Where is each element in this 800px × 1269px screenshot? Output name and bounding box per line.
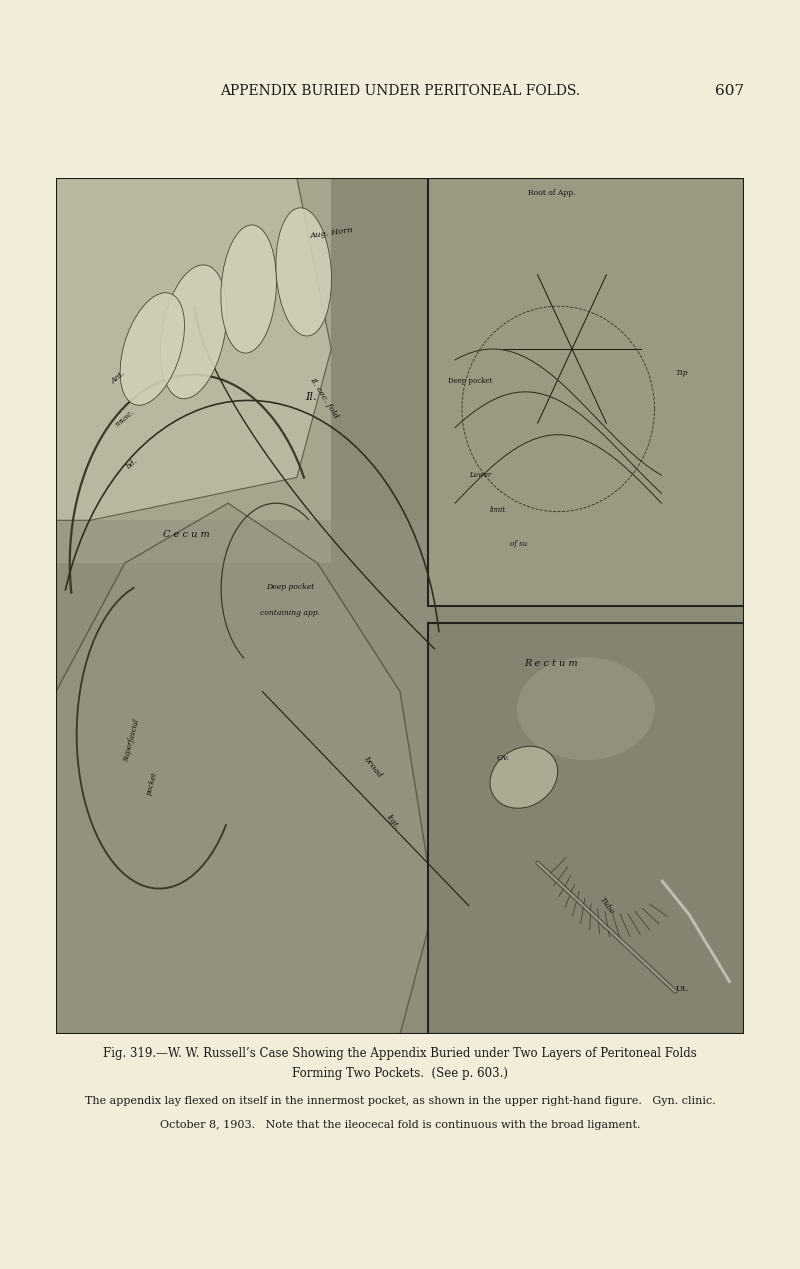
- Bar: [427, 178, 744, 605]
- Text: October 8, 1903.   Note that the ileocecal fold is continuous with the broad lig: October 8, 1903. Note that the ileocecal…: [160, 1121, 640, 1129]
- Text: containing app.: containing app.: [260, 609, 320, 617]
- Ellipse shape: [120, 293, 185, 405]
- Bar: [427, 623, 744, 1034]
- Text: Superfascial: Superfascial: [122, 717, 142, 763]
- Text: musc.: musc.: [114, 407, 136, 428]
- Ellipse shape: [276, 208, 331, 336]
- Text: Deep pocket: Deep pocket: [266, 582, 314, 591]
- Text: R e c t u m: R e c t u m: [525, 659, 578, 667]
- Text: Tube: Tube: [598, 896, 615, 916]
- Text: pocket: pocket: [146, 772, 159, 797]
- Text: Tip: Tip: [675, 369, 688, 377]
- Polygon shape: [56, 178, 331, 520]
- Text: limit: limit: [490, 506, 506, 514]
- Text: Deep pocket: Deep pocket: [448, 377, 493, 386]
- Text: Aug. Horn: Aug. Horn: [309, 226, 354, 240]
- Polygon shape: [56, 178, 331, 563]
- Text: Il. cec. fold: Il. cec. fold: [309, 376, 340, 420]
- Text: bd.: bd.: [125, 457, 139, 471]
- Text: 607: 607: [715, 84, 744, 99]
- Text: Fig. 319.—W. W. Russell’s Case Showing the Appendix Buried under Two Layers of P: Fig. 319.—W. W. Russell’s Case Showing t…: [103, 1047, 697, 1060]
- Text: Il.: Il.: [305, 392, 316, 402]
- Text: Lower: Lower: [469, 472, 491, 480]
- Text: Ut.: Ut.: [675, 986, 688, 994]
- Ellipse shape: [161, 265, 226, 398]
- Text: broad: broad: [362, 755, 383, 779]
- Text: Root of App.: Root of App.: [528, 189, 575, 197]
- Text: ligt.: ligt.: [385, 812, 402, 831]
- Text: C e c u m: C e c u m: [163, 530, 210, 539]
- Polygon shape: [56, 520, 434, 1034]
- Polygon shape: [56, 503, 434, 1034]
- Ellipse shape: [221, 225, 277, 353]
- Text: Ant.: Ant.: [110, 369, 126, 386]
- Polygon shape: [56, 178, 744, 1034]
- Text: APPENDIX BURIED UNDER PERITONEAL FOLDS.: APPENDIX BURIED UNDER PERITONEAL FOLDS.: [220, 84, 580, 99]
- Text: of su: of su: [510, 541, 527, 548]
- Text: Forming Two Pockets.  (See p. 603.): Forming Two Pockets. (See p. 603.): [292, 1067, 508, 1080]
- Ellipse shape: [517, 657, 654, 760]
- Ellipse shape: [490, 746, 558, 808]
- Text: The appendix lay flexed on itself in the innermost pocket, as shown in the upper: The appendix lay flexed on itself in the…: [85, 1095, 715, 1105]
- Text: Ov.: Ov.: [496, 754, 510, 763]
